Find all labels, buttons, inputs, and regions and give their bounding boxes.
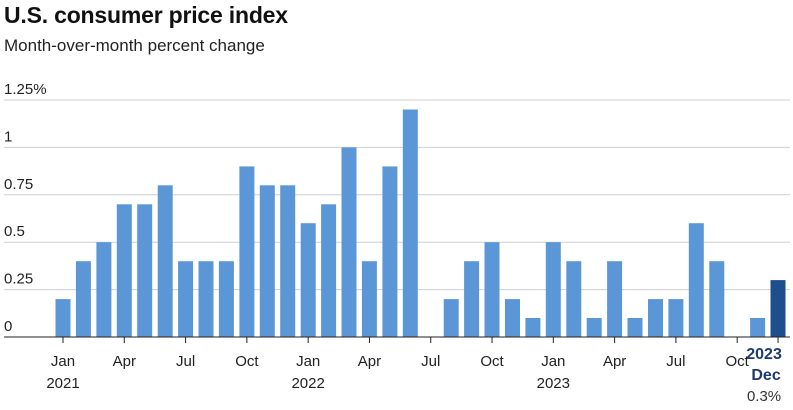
y-tick-label: 0.25 xyxy=(4,271,33,288)
x-tick-label: Jul xyxy=(666,353,685,370)
bar xyxy=(505,299,520,337)
bar xyxy=(55,299,71,337)
bar xyxy=(607,261,623,337)
x-tick-label: Oct xyxy=(235,353,259,370)
bar xyxy=(484,242,500,337)
bar xyxy=(402,109,418,337)
x-axis-ticks: Jan 2021 Apr Jul Oct Jan 2022 Apr Jul Oct Jan 2023 A… xyxy=(46,337,750,392)
x-tick-label: Jan xyxy=(51,353,75,370)
bar-series xyxy=(55,109,786,337)
bar xyxy=(96,242,112,337)
bar xyxy=(566,261,582,337)
bar xyxy=(178,261,194,337)
x-tick-label: Apr xyxy=(113,353,136,370)
bar xyxy=(300,223,316,337)
bar xyxy=(157,185,173,337)
highlight-annotation: 2023 Dec 0.3% xyxy=(746,337,782,405)
x-tick-label: Jul xyxy=(421,353,440,370)
bar xyxy=(688,223,704,337)
bar xyxy=(525,318,541,337)
highlight-value-label: 0.3% xyxy=(747,388,781,405)
bar xyxy=(627,318,643,337)
y-tick-label: 0 xyxy=(4,318,12,335)
bar xyxy=(218,261,234,337)
highlight-bar xyxy=(770,280,786,337)
bar xyxy=(382,166,398,337)
bar xyxy=(750,318,766,337)
bar xyxy=(239,166,255,337)
bar xyxy=(545,242,561,337)
bar xyxy=(709,261,725,337)
x-tick-year-label: 2023 xyxy=(537,375,570,392)
bar xyxy=(361,261,377,337)
x-tick-label: Oct xyxy=(726,353,750,370)
bar xyxy=(464,261,480,337)
bar xyxy=(586,318,602,337)
bar xyxy=(321,204,337,337)
bar xyxy=(648,299,663,337)
bar xyxy=(668,299,684,337)
highlight-year-label: 2023 xyxy=(746,346,782,363)
x-tick-label: Apr xyxy=(603,353,626,370)
bar xyxy=(341,147,357,337)
bar xyxy=(75,261,91,337)
y-axis-ticks: 0 0.25 0.5 0.75 1 1.25% xyxy=(4,81,47,335)
bar xyxy=(198,261,214,337)
x-tick-label: Jan xyxy=(541,353,565,370)
x-tick-year-label: 2021 xyxy=(46,375,79,392)
x-tick-label: Apr xyxy=(358,353,381,370)
y-tick-label: 0.75 xyxy=(4,176,33,193)
x-tick-label: Jul xyxy=(176,353,195,370)
chart-title: U.S. consumer price index xyxy=(4,2,288,28)
y-tick-label: 1.25% xyxy=(4,81,47,98)
x-tick-year-label: 2022 xyxy=(291,375,324,392)
y-tick-label: 1 xyxy=(4,128,12,145)
bar xyxy=(259,185,275,337)
x-tick-label: Oct xyxy=(480,353,504,370)
bar xyxy=(116,204,132,337)
highlight-month-label: Dec xyxy=(751,367,780,384)
bar xyxy=(280,185,296,337)
bar xyxy=(443,299,459,337)
x-tick-label: Jan xyxy=(296,353,320,370)
y-tick-label: 0.5 xyxy=(4,223,25,240)
chart-subtitle: Month-over-month percent change xyxy=(4,36,265,55)
bar xyxy=(137,204,153,337)
